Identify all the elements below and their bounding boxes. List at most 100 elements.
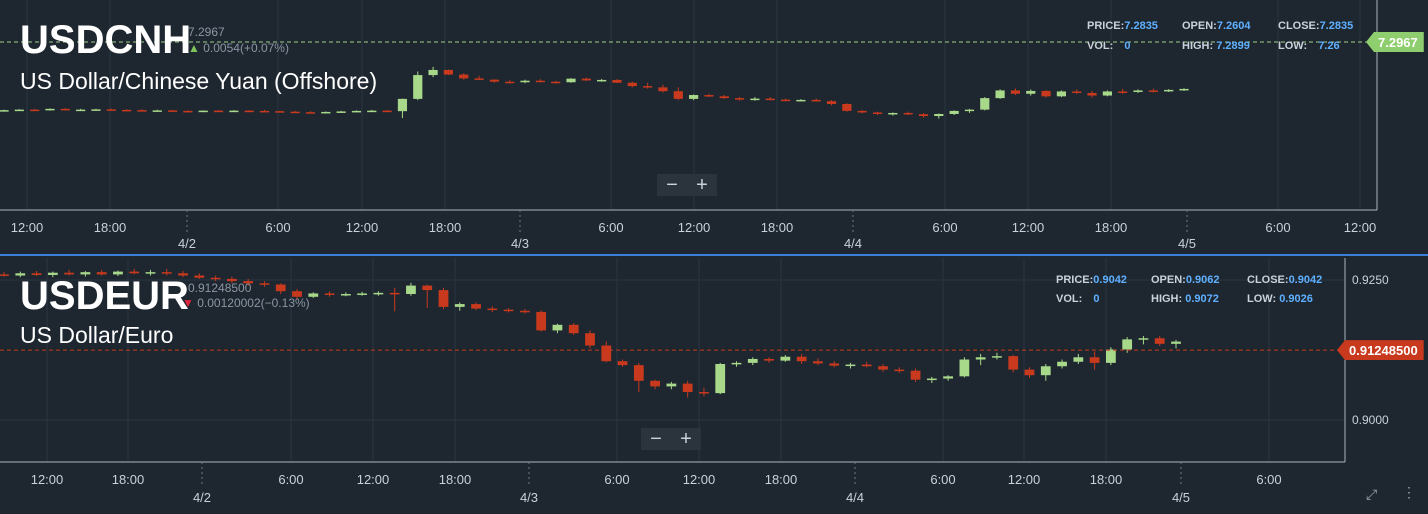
zoom-in-button[interactable]: +	[680, 428, 692, 450]
candle	[811, 99, 821, 102]
candle	[292, 291, 302, 297]
candle	[1008, 356, 1019, 370]
candle	[643, 86, 653, 88]
candle	[389, 292, 400, 295]
candle	[949, 110, 959, 114]
candle	[601, 345, 612, 362]
candle	[1138, 338, 1149, 340]
candle	[734, 98, 745, 100]
candle	[995, 90, 1005, 99]
candle	[813, 361, 823, 364]
x-tick-label: 18:00	[1095, 220, 1128, 235]
candle	[1072, 91, 1082, 93]
candle	[145, 272, 156, 274]
price-value: 0.9042	[1093, 274, 1127, 286]
close-label: CLOSE:	[1278, 20, 1320, 32]
high-label: HIGH:	[1151, 293, 1183, 305]
candlestick-chart[interactable]: 0.9250 0.9000 12:00 18:00 6:00 12:00 18:00 6:00…	[0, 258, 1428, 514]
chart-panel-usdeur[interactable]: 0.9250 0.9000 12:00 18:00 6:00 12:00 18:00 6:00…	[0, 258, 1428, 514]
open-value: 7.2604	[1216, 20, 1251, 32]
candle	[336, 111, 346, 113]
current-price-tag: 0.91248500	[1337, 340, 1424, 361]
x-tick-label: 12:00	[357, 472, 390, 487]
candle	[699, 392, 709, 394]
zoom-in-button[interactable]: +	[696, 174, 708, 196]
x-tick-label: 12:00	[1008, 472, 1041, 487]
zoom-out-button[interactable]: −	[666, 174, 678, 196]
x-date-label: 4/4	[844, 236, 862, 251]
x-tick-label: 6:00	[930, 472, 955, 487]
zoom-out-button[interactable]: −	[650, 428, 662, 450]
candle	[658, 87, 668, 92]
candle	[747, 358, 758, 363]
candle	[161, 272, 172, 274]
candle	[1148, 90, 1158, 92]
current-price-tag-text: 7.2967	[1378, 34, 1418, 50]
candle	[194, 275, 205, 278]
candlestick-chart[interactable]: 12:00 18:00 6:00 12:00 18:00 6:00 12:00 18:00 6:…	[0, 0, 1428, 256]
candle	[321, 111, 331, 114]
candle	[888, 112, 898, 115]
current-price-tag: 7.2967	[1366, 32, 1424, 53]
symbol-title: USDEUR	[20, 274, 189, 318]
close-value: 7.2835	[1319, 20, 1354, 32]
candle	[765, 98, 775, 101]
candle	[443, 69, 454, 75]
candle	[91, 109, 101, 111]
candle	[633, 365, 644, 381]
candle	[413, 75, 423, 99]
chart-panel-usdcnh[interactable]: 12:00 18:00 6:00 12:00 18:00 6:00 12:00 18:00 6:…	[0, 0, 1428, 256]
candle	[566, 78, 576, 83]
more-vertical-icon[interactable]: ⋮	[1402, 484, 1416, 500]
candle	[964, 109, 975, 112]
candle	[943, 376, 953, 379]
candle	[324, 293, 335, 295]
x-tick-label: 12:00	[11, 220, 44, 235]
x-tick-label: 18:00	[439, 472, 472, 487]
candle	[903, 112, 913, 115]
vol-value: 0	[1093, 293, 1100, 305]
candle	[382, 110, 392, 113]
candle	[31, 273, 42, 275]
candle	[1024, 369, 1035, 376]
candle	[682, 383, 693, 392]
candle	[0, 274, 9, 276]
candle	[872, 112, 883, 114]
x-tick-label: 6:00	[604, 472, 629, 487]
ohlc-info: PRICE:7.2835 OPEN:7.2604 CLOSE:7.2835	[1087, 20, 1353, 32]
candle	[520, 80, 530, 83]
x-tick-label: 6:00	[265, 220, 290, 235]
x-tick-label: 6:00	[598, 220, 623, 235]
candle	[244, 110, 254, 113]
candle	[227, 278, 237, 282]
candle	[673, 91, 683, 99]
candle	[627, 82, 637, 87]
candle	[198, 110, 208, 113]
candle	[910, 370, 921, 380]
candle	[975, 357, 986, 360]
candle	[367, 110, 377, 113]
high-label: HIGH:	[1182, 40, 1214, 52]
x-date-label: 4/2	[178, 236, 196, 251]
candle	[229, 110, 239, 113]
candle	[750, 98, 760, 101]
candle	[857, 110, 867, 113]
ohlc-info-2: VOL: 0 HIGH: 0.9072 LOW: 0.9026	[1056, 293, 1313, 305]
x-tick-label: 12:00	[1012, 220, 1045, 235]
expand-icon[interactable]: ⤢	[1366, 486, 1378, 502]
candle	[471, 304, 481, 309]
candle	[1102, 91, 1112, 96]
arrow-down-icon: ▼	[182, 296, 194, 310]
open-value: 0.9062	[1185, 274, 1220, 286]
x-tick-label: 6:00	[1265, 220, 1290, 235]
arrow-up-icon: ▲	[188, 41, 200, 55]
candle	[934, 113, 944, 117]
high-group: HIGH: 0.9072	[1151, 293, 1219, 305]
candle	[796, 99, 806, 102]
candle	[428, 69, 438, 76]
x-tick-label: 12:00	[1344, 220, 1377, 235]
change-value: ▲ 0.0054(+0.07%)	[188, 41, 289, 55]
candle	[454, 304, 465, 307]
candle	[397, 98, 408, 112]
instrument-name: US Dollar/Chinese Yuan (Offshore)	[20, 68, 378, 94]
